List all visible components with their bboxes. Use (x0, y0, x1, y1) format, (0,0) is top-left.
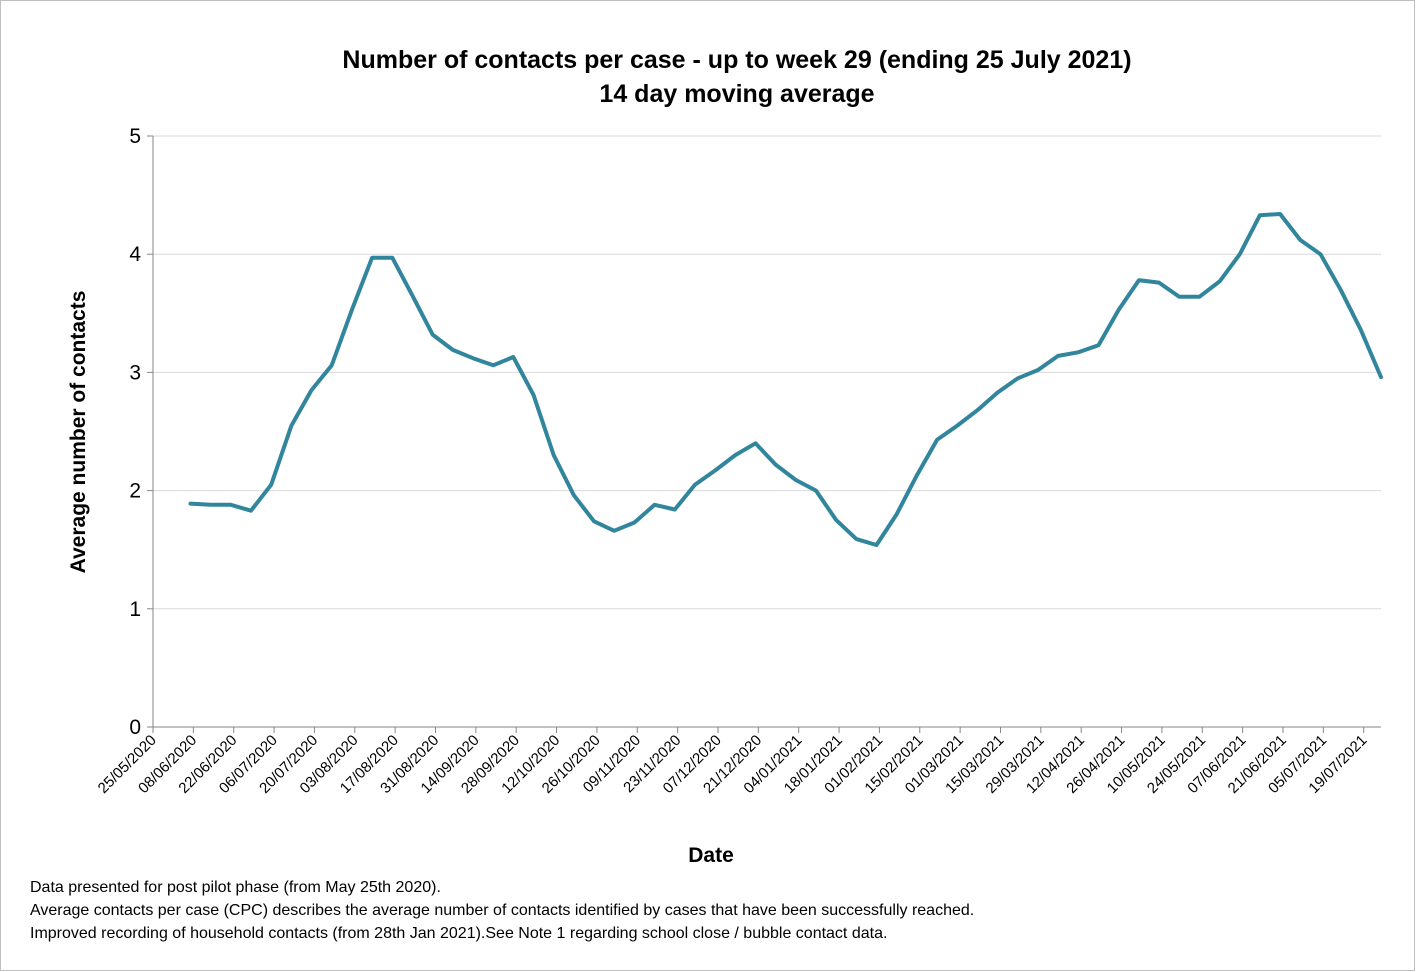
note: Improved recording of household contacts… (30, 925, 887, 942)
x-axis-label: Date (688, 844, 734, 867)
note: Average contacts per case (CPC) describe… (30, 902, 974, 919)
note: Data presented for post pilot phase (fro… (30, 879, 441, 896)
y-tick-label: 4 (129, 243, 141, 266)
data-line (188, 212, 1383, 547)
y-tick-label: 0 (129, 716, 141, 739)
y-tick-label: 1 (129, 598, 141, 621)
chart-title: Number of contacts per case - up to week… (342, 46, 1131, 74)
y-tick-label: 3 (129, 361, 141, 384)
chart-subtitle: 14 day moving average (599, 80, 874, 108)
y-tick-label: 5 (129, 125, 141, 148)
y-tick-label: 2 (129, 480, 141, 503)
y-axis-label: Average number of contacts (67, 291, 90, 574)
